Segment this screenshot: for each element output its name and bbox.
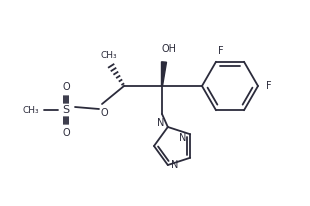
Text: N: N [171, 160, 179, 170]
Text: OH: OH [162, 44, 176, 54]
Text: F: F [218, 46, 224, 56]
Text: CH₃: CH₃ [23, 105, 39, 115]
Text: N: N [157, 118, 165, 128]
Text: F: F [266, 81, 272, 91]
Polygon shape [162, 62, 166, 86]
Text: O: O [62, 128, 70, 138]
Text: N: N [179, 133, 187, 143]
Text: CH₃: CH₃ [101, 50, 117, 60]
Text: O: O [62, 82, 70, 92]
Text: O: O [100, 108, 108, 118]
Text: S: S [62, 105, 69, 115]
